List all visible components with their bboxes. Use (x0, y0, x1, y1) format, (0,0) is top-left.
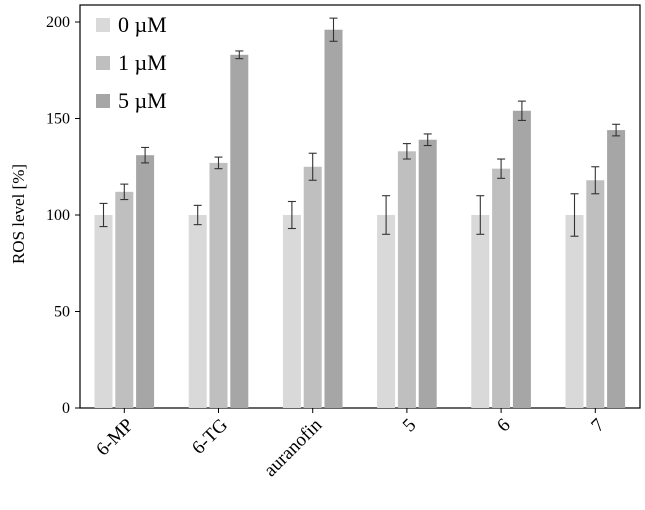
x-category-label: 6-MP (92, 415, 137, 460)
bar (471, 215, 490, 408)
bar (230, 54, 249, 409)
y-tick-label: 200 (46, 14, 70, 31)
error-bars-layer (99, 17, 621, 237)
y-tick-label: 50 (54, 304, 70, 321)
bar (512, 110, 531, 408)
y-axis-label: ROS level [%] (9, 164, 28, 264)
bar (377, 215, 396, 408)
bar (188, 215, 207, 408)
bar (492, 168, 511, 408)
legend-swatch (96, 94, 110, 108)
y-tick-label: 100 (46, 207, 70, 224)
y-tick-label: 0 (62, 400, 70, 417)
bar (136, 155, 155, 408)
x-category-label: 7 (587, 415, 609, 437)
bar (607, 130, 626, 408)
bar (397, 151, 416, 408)
x-category-label: 6-TG (188, 414, 232, 458)
bar (418, 139, 437, 409)
bar (586, 180, 605, 408)
bar (565, 215, 584, 408)
legend-label: 1 µM (118, 50, 167, 75)
plot-area-frame (79, 4, 641, 409)
legend-label: 0 µM (118, 12, 167, 37)
bar (115, 191, 134, 408)
legend-swatch (96, 56, 110, 70)
legend-swatch (96, 18, 110, 32)
bar (94, 215, 113, 408)
bar (209, 162, 228, 408)
x-category-label: auranofin (260, 414, 327, 481)
x-axis: 6-MP 6-TG auranofin 5 6 7 (92, 408, 609, 481)
y-axis: 0 50 100 150 200 (46, 14, 80, 417)
x-category-label: 5 (399, 415, 421, 437)
legend: 0 µM 1 µM 5 µM (96, 12, 167, 113)
x-category-label: 6 (493, 415, 515, 437)
bar (303, 166, 322, 408)
bar (324, 29, 343, 408)
y-tick-label: 150 (46, 111, 70, 128)
bars-layer (94, 29, 626, 409)
legend-label: 5 µM (118, 88, 167, 113)
bar (282, 215, 301, 408)
